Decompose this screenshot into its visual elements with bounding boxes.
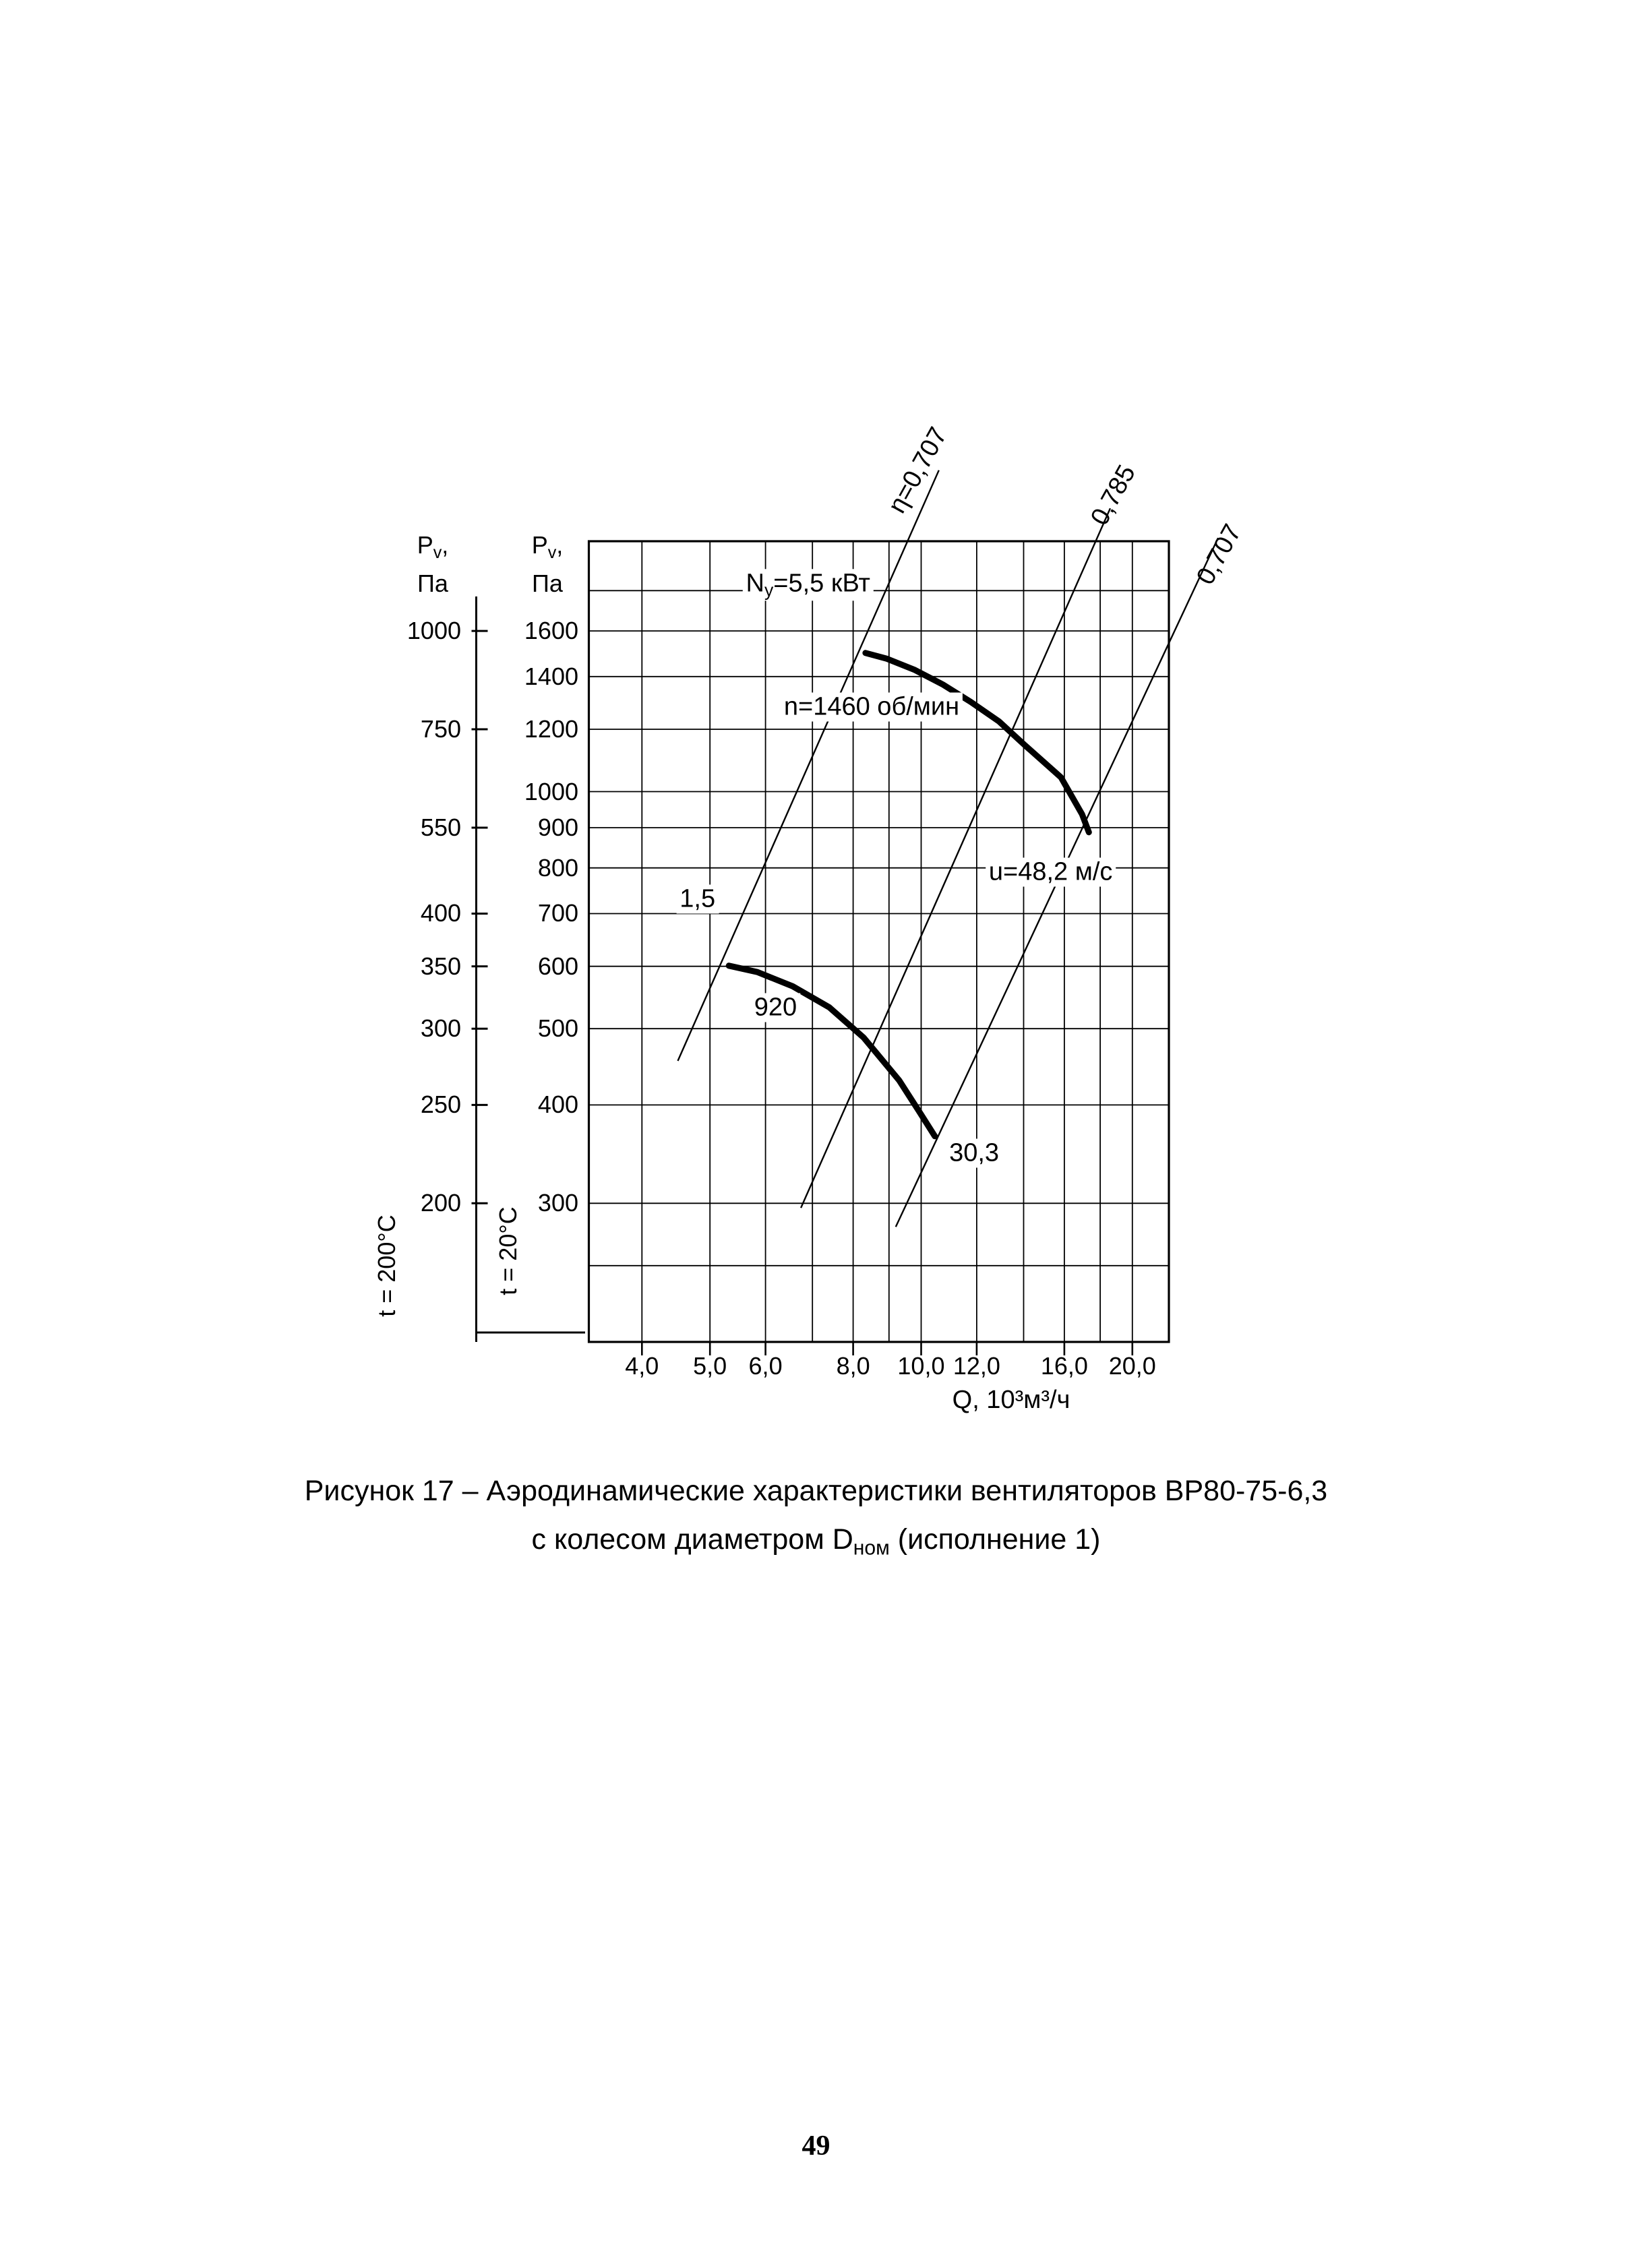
power-upper-label-part: N <box>746 569 764 598</box>
pressure-symbol: P <box>417 531 433 559</box>
y200-tick-label-400: 400 <box>420 899 461 927</box>
pressure-symbol-comma: , <box>442 531 449 559</box>
efficiency-line-1 <box>800 508 1112 1208</box>
y20-tick-label-1000: 1000 <box>524 777 578 805</box>
pressure-symbol-comma: , <box>556 531 564 559</box>
y20-tick-label-700: 700 <box>537 899 578 927</box>
caption-line2-tail: (исполнение 1) <box>889 1523 1101 1556</box>
x-tick-label-12,0: 12,0 <box>953 1352 1000 1380</box>
x-tick-label-8,0: 8,0 <box>836 1352 870 1380</box>
power-lower-label: 1,5 <box>676 884 719 914</box>
x-tick-label-20,0: 20,0 <box>1108 1352 1156 1380</box>
plot-frame <box>587 540 1170 1343</box>
pressure-axis-header-20c-line1: Pv, <box>532 530 564 568</box>
y200-tick-label-350: 350 <box>420 952 461 980</box>
page-number: 49 <box>802 2131 830 2162</box>
pressure-symbol-sub: v <box>547 543 557 563</box>
temperature-label-200c: t = 200°C <box>373 1215 400 1317</box>
caption-line2-text: с колесом диаметром D <box>531 1523 853 1556</box>
pressure-axis-header-200c-line2: Па <box>417 570 448 598</box>
pressure-axis-header-20c: Pv, Па <box>532 530 564 599</box>
pressure-axis-header-200c-line1: Pv, <box>417 530 449 568</box>
y200-tick-label-300: 300 <box>420 1014 461 1043</box>
speed-upper-label: u=48,2 м/с <box>985 857 1116 887</box>
efficiency-line-0 <box>677 470 940 1062</box>
power-upper-label-part: =5,5 кВт <box>773 569 870 598</box>
y20-tick-label-1400: 1400 <box>524 662 578 690</box>
y200-tick-label-250: 250 <box>420 1091 461 1119</box>
pressure-axis-header-200c: Pv, Па <box>417 530 449 599</box>
y20-tick-label-600: 600 <box>537 952 578 980</box>
y20-tick-label-800: 800 <box>537 853 578 882</box>
y200-tick-label-750: 750 <box>420 715 461 743</box>
y20-tick-label-900: 900 <box>537 813 578 841</box>
eta-right-label: 0,707 <box>1190 519 1247 590</box>
power-upper-label: Ny=5,5 кВт <box>742 569 874 601</box>
y200-tick-label-550: 550 <box>420 813 461 841</box>
figure-caption-line1: Рисунок 17 – Аэродинамические характерис… <box>304 1475 1328 1507</box>
x-tick-label-4,0: 4,0 <box>625 1352 659 1380</box>
pressure-symbol-sub: v <box>433 543 442 563</box>
eta-mid-label: 0,785 <box>1085 460 1141 530</box>
rpm-lower-label: 920 <box>750 993 801 1022</box>
x-tick-label-16,0: 16,0 <box>1040 1352 1088 1380</box>
eta-left-label: η=0,707 <box>882 422 953 518</box>
y20-tick-label-300: 300 <box>537 1189 578 1217</box>
caption-dnom-subscript: ном <box>853 1537 890 1560</box>
y200-tick-label-200: 200 <box>420 1189 461 1217</box>
curve-pressure-n1460 <box>862 650 1092 836</box>
speed-lower-label: 30,3 <box>946 1138 1003 1168</box>
x-tick-label-10,0: 10,0 <box>897 1352 945 1380</box>
pressure-symbol: P <box>531 531 548 559</box>
y20-tick-label-1200: 1200 <box>524 715 578 743</box>
x-tick-label-5,0: 5,0 <box>693 1352 727 1380</box>
x-tick-label-6,0: 6,0 <box>748 1352 783 1380</box>
figure-caption: Рисунок 17 – Аэродинамические характерис… <box>0 1467 1632 1572</box>
y200-tick-label-1000: 1000 <box>406 617 461 645</box>
curve-pressure-n920 <box>725 962 938 1140</box>
y20-tick-label-400: 400 <box>537 1091 578 1119</box>
x-axis-title: Q, 10³м³/ч <box>952 1386 1070 1414</box>
power-upper-label-part: y <box>764 580 774 601</box>
y20-tick-label-1600: 1600 <box>524 617 578 645</box>
y20-tick-label-500: 500 <box>537 1014 578 1043</box>
figure-caption-line2: с колесом диаметром Dном (исполнение 1) <box>0 1515 1632 1572</box>
temperature-label-20c: t = 20°C <box>494 1206 522 1295</box>
pressure-axis-header-20c-line2: Па <box>532 570 563 598</box>
rpm-upper-label: n=1460 об/мин <box>780 692 963 722</box>
